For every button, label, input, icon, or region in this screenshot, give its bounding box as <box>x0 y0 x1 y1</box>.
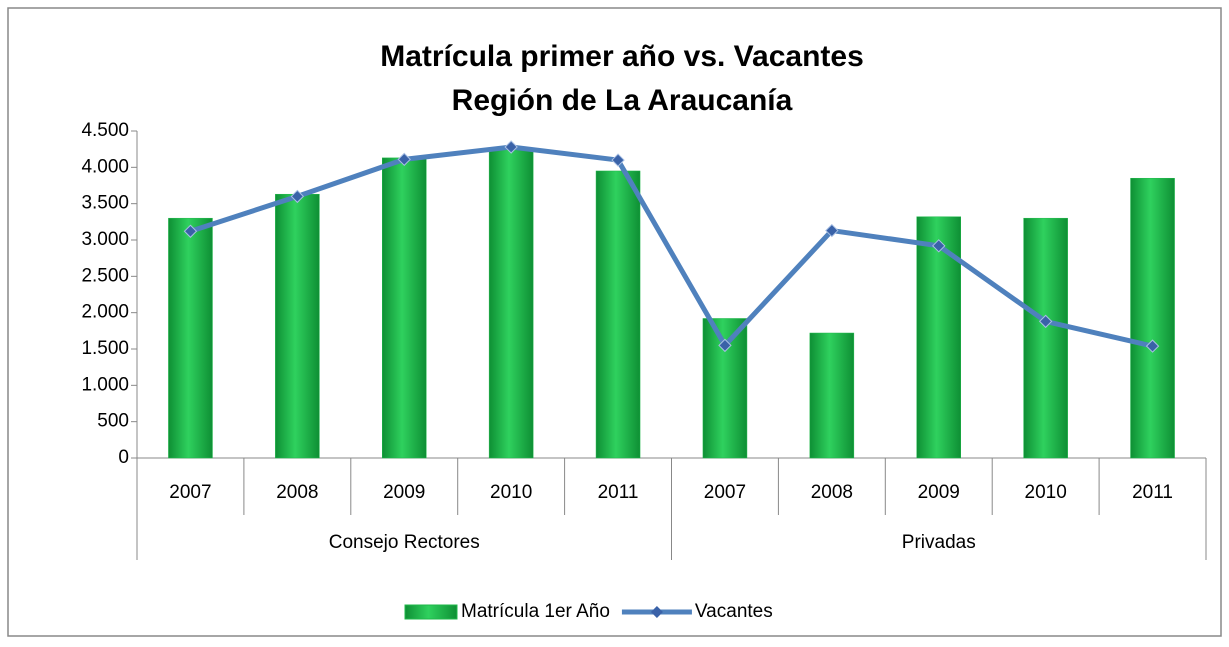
x-tick-label: 2011 <box>598 482 639 503</box>
line-marker <box>932 239 946 253</box>
y-tick-label: 4.500 <box>81 120 129 141</box>
line-marker <box>183 224 198 238</box>
line-marker <box>611 153 625 167</box>
bar <box>168 217 213 459</box>
y-tick-label: 3.500 <box>81 193 129 214</box>
y-tick-label: 2.500 <box>81 265 129 286</box>
legend-label: Matrícula 1er Año <box>461 601 610 622</box>
legend-swatch <box>404 604 458 620</box>
bar <box>916 216 961 459</box>
bar <box>595 170 641 459</box>
x-tick-label: 2008 <box>811 482 853 503</box>
group-label: Consejo Rectores <box>329 532 480 553</box>
line-marker <box>397 152 411 167</box>
y-tick-label: 1.000 <box>81 374 129 395</box>
line-marker <box>825 223 839 238</box>
x-tick-label: 2007 <box>169 482 211 503</box>
bar <box>1023 217 1068 459</box>
bar <box>382 157 427 459</box>
x-tick-label: 2008 <box>276 482 318 503</box>
line <box>189 144 1154 349</box>
group-label: Privadas <box>902 532 976 553</box>
bar <box>275 193 320 459</box>
x-tick-label: 2009 <box>918 482 960 503</box>
y-tick-label: 1.500 <box>81 338 129 359</box>
line-marker <box>718 338 732 353</box>
y-tick-label: 0 <box>118 447 129 468</box>
bar <box>1130 177 1175 459</box>
y-tick-label: 3.000 <box>81 229 129 250</box>
bar <box>488 148 534 459</box>
line-marker <box>1038 314 1053 329</box>
y-tick-label: 500 <box>97 411 129 432</box>
x-tick-label: 2009 <box>383 482 425 503</box>
y-tick-label: 4.000 <box>81 156 129 177</box>
legend-marker <box>650 606 663 618</box>
chart-title: Matrícula primer año vs. Vacantes <box>380 40 864 73</box>
chart-subtitle: Región de La Araucanía <box>452 84 793 117</box>
line-marker <box>290 189 305 204</box>
x-tick-label: 2010 <box>1025 482 1067 503</box>
x-tick-label: 2007 <box>704 482 746 503</box>
y-tick-label: 2.000 <box>81 302 129 323</box>
line-marker <box>1145 339 1160 353</box>
x-tick-label: 2010 <box>490 482 532 503</box>
legend-label: Vacantes <box>695 601 773 622</box>
x-tick-label: 2011 <box>1132 482 1173 503</box>
bar <box>809 332 855 459</box>
line-marker <box>504 140 518 154</box>
